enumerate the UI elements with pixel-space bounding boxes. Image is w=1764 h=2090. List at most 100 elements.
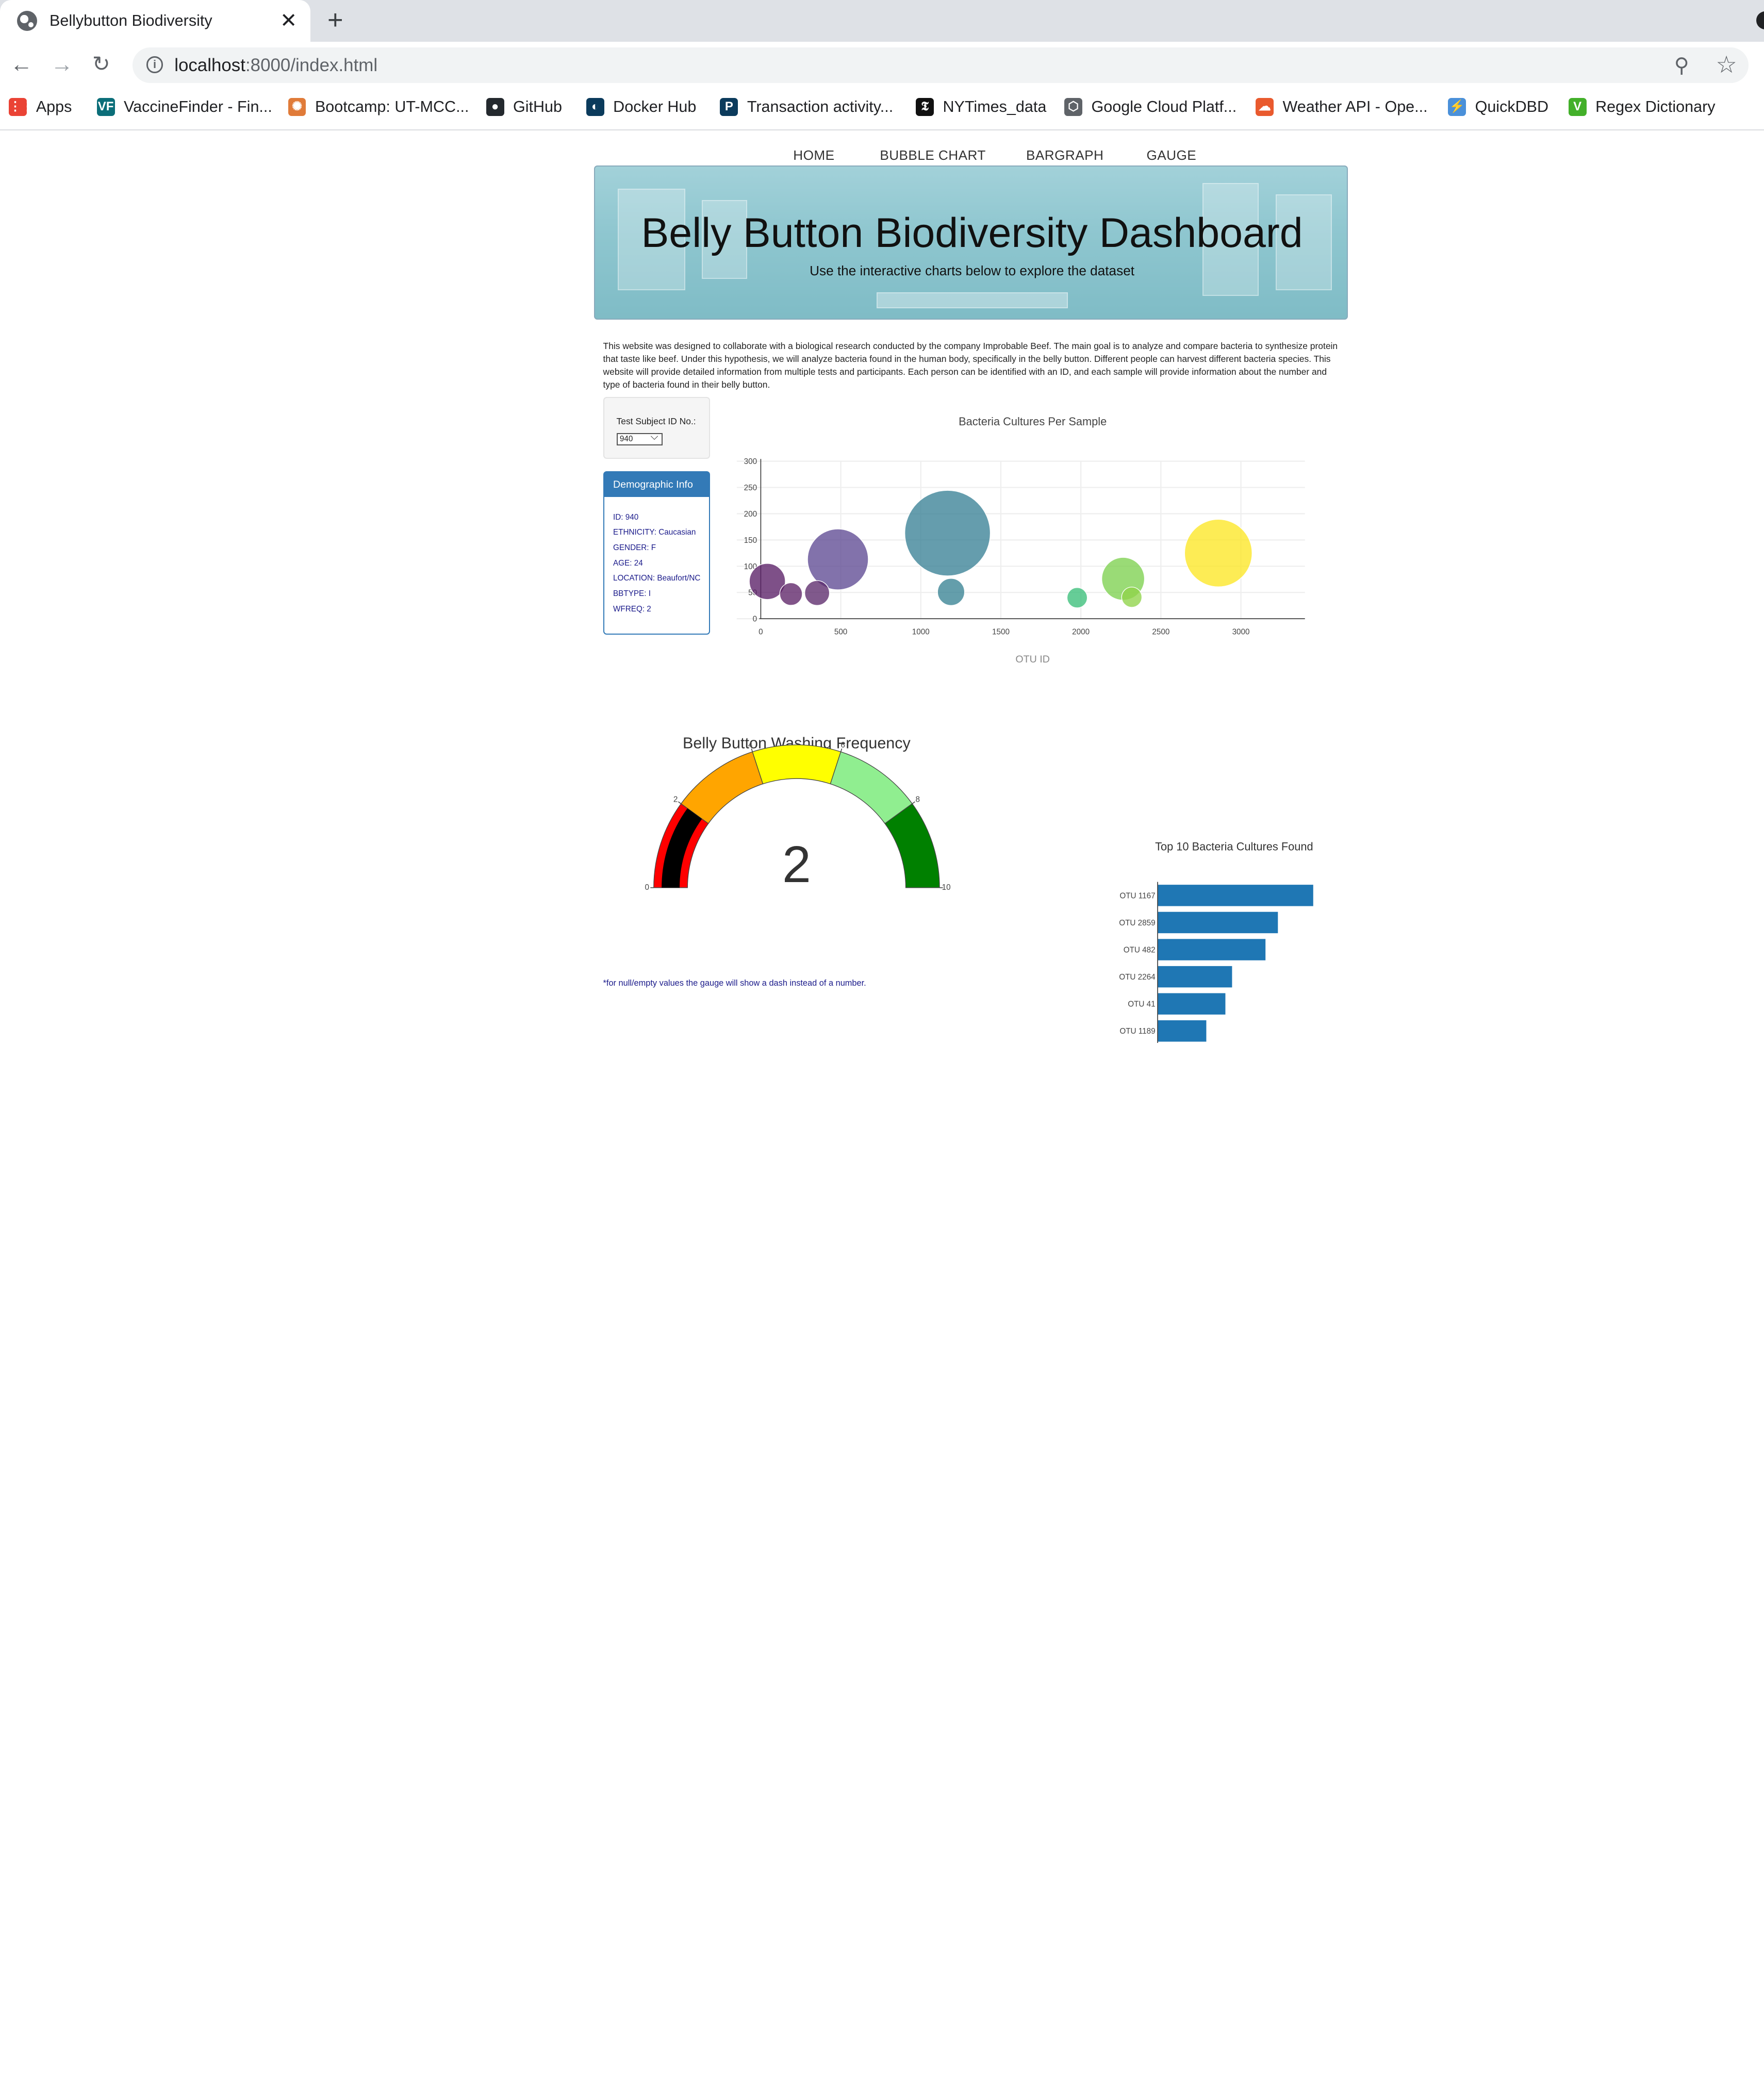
v-icon: V <box>1568 97 1587 116</box>
hero-banner: Belly Button Biodiversity Dashboard Use … <box>594 165 1348 320</box>
url-path: :8000/index.html <box>245 55 378 75</box>
subject-selector-label: Test Subject ID No.: <box>616 416 696 427</box>
nav-gauge-link[interactable]: GAUGE <box>1146 147 1197 163</box>
bubble-x-tick: 1000 <box>912 628 930 637</box>
bubble-x-tick: 0 <box>759 628 764 637</box>
bolt-icon: ⚡ <box>1448 97 1466 116</box>
bar[interactable] <box>1158 911 1278 934</box>
close-tab-icon[interactable]: ✕ <box>280 9 298 32</box>
bar-category-label: OTU 482 <box>1124 946 1156 955</box>
docker-icon: ◐ <box>586 97 604 116</box>
bubble-point[interactable] <box>807 528 869 590</box>
new-tab-button[interactable]: + <box>327 5 343 36</box>
bookmark-2[interactable]: ✺ Bootcamp: UT-MCC... <box>288 98 469 116</box>
bookmark-7[interactable]: ⬡ Google Cloud Platf... <box>1064 98 1237 116</box>
back-arrow-icon[interactable]: ← <box>10 51 33 77</box>
nav-bubble-chart-link[interactable]: BUBBLE CHART <box>880 147 986 163</box>
reload-icon[interactable]: ↻ <box>92 51 110 76</box>
url-text[interactable]: localhost:8000/index.html <box>174 55 377 76</box>
bar[interactable] <box>1158 885 1314 906</box>
bubble-point[interactable] <box>779 582 803 606</box>
top-nav: HOME BUBBLE CHART BARGRAPH GAUGE <box>594 147 1348 165</box>
bar-category-label: OTU 1189 <box>1120 1027 1156 1036</box>
bubble-chart-title: Bacteria Cultures Per Sample <box>959 415 1107 428</box>
bookmark-10[interactable]: V Regex Dictionary <box>1568 97 1716 116</box>
gauge-value: 2 <box>782 836 811 893</box>
apps-grid-icon: ⋮⋮ <box>9 97 34 116</box>
address-bar[interactable]: i localhost:8000/index.html ⚲ ☆ <box>133 47 1749 84</box>
bookmark-label: NYTimes_data <box>943 97 1047 115</box>
gauge-value-bar <box>662 808 702 888</box>
bar[interactable] <box>1158 1020 1207 1042</box>
demographic-line: GENDER: F <box>613 543 656 553</box>
bubble-x-tick: 1500 <box>992 628 1010 637</box>
bubble-point[interactable] <box>1184 519 1253 587</box>
bar[interactable] <box>1158 966 1232 988</box>
window-control-icon[interactable] <box>1756 11 1764 29</box>
subject-selector-panel: Test Subject ID No.: 940 ⌵ <box>603 397 710 459</box>
tab-strip: Bellybutton Biodiversity ✕ + <box>0 0 1764 42</box>
p-icon: P <box>720 97 738 116</box>
gauge-tick-label: 10 <box>942 883 951 892</box>
gauge-tick-label: 4 <box>748 741 753 750</box>
bookmark-8[interactable]: ☁ Weather API - Ope... <box>1256 98 1428 116</box>
bookmark-label: Bootcamp: UT-MCC... <box>315 97 469 115</box>
bubble-point[interactable] <box>749 563 786 600</box>
bubble-x-label: OTU ID <box>1016 654 1050 665</box>
bar[interactable] <box>1158 939 1266 960</box>
bookmark-1[interactable]: VF VaccineFinder - Fin... <box>96 97 272 116</box>
web-page: HOME BUBBLE CHART BARGRAPH GAUGE Belly B… <box>0 131 1764 1046</box>
bookmark-label: VaccineFinder - Fin... <box>124 97 272 115</box>
bubble-point[interactable] <box>1121 587 1143 608</box>
gauge-tick-mark <box>840 748 843 752</box>
bookmark-0[interactable]: ⋮⋮ Apps <box>9 98 72 116</box>
browser-window: Bellybutton Biodiversity ✕ + ← → ↻ i loc… <box>0 0 1764 1046</box>
demographic-panel: Demographic Info ID: 940 ETHNICITY: Cauca… <box>603 471 710 635</box>
subject-id-value: 940 <box>619 434 633 443</box>
bookmark-9[interactable]: ⚡ QuickDBD <box>1448 98 1548 116</box>
nav-bargraph-link[interactable]: BARGRAPH <box>1026 147 1104 163</box>
nav-home-link[interactable]: HOME <box>793 147 835 163</box>
gauge-band <box>752 744 842 785</box>
bubble-y-tick: 100 <box>744 562 757 571</box>
page-subtitle: Use the interactive charts below to expl… <box>810 263 1135 279</box>
forward-arrow-icon[interactable]: → <box>51 51 73 77</box>
bookmark-label: Regex Dictionary <box>1595 97 1716 115</box>
bubble-y-tick: 300 <box>744 457 757 466</box>
bookmark-5[interactable]: P Transaction activity... <box>720 98 893 116</box>
bubble-y-tick: 0 <box>753 615 757 624</box>
zoom-icon[interactable]: ⚲ <box>1674 54 1689 77</box>
bookmark-4[interactable]: ◐ Docker Hub <box>586 97 696 116</box>
globe-icon <box>17 10 37 31</box>
browser-tab[interactable]: Bellybutton Biodiversity ✕ <box>0 0 311 42</box>
tab-title: Bellybutton Biodiversity <box>49 11 212 29</box>
bar-category-label: OTU 2859 <box>1119 919 1155 927</box>
demographic-header: Demographic Info <box>604 472 709 497</box>
bookmark-star-icon[interactable]: ☆ <box>1716 52 1737 78</box>
bubble-x-tick: 2500 <box>1152 628 1170 637</box>
bookmark-label: Google Cloud Platf... <box>1091 97 1237 115</box>
bookmark-6[interactable]: 𝕿 NYTimes_data <box>916 98 1046 116</box>
subject-id-dropdown[interactable]: 940 ⌵ <box>616 432 663 445</box>
demographic-line: AGE: 24 <box>613 558 643 568</box>
bar-category-label: OTU 2264 <box>1119 973 1156 982</box>
bar-chart-title: Top 10 Bacteria Cultures Found <box>1155 840 1313 853</box>
bubble-x-tick: 3000 <box>1232 628 1250 637</box>
bookmark-3[interactable]: ● GitHub <box>486 98 562 116</box>
bubble-point[interactable] <box>937 578 965 606</box>
bubble-point[interactable] <box>804 580 830 606</box>
bubble-point[interactable] <box>1067 587 1088 608</box>
demographic-line: ETHNICITY: Caucasian <box>613 528 696 537</box>
bubble-x-tick: 500 <box>834 628 847 637</box>
bubble-point[interactable] <box>904 490 991 576</box>
bar[interactable] <box>1158 993 1226 1015</box>
site-info-icon[interactable]: i <box>146 56 163 73</box>
github-icon: ● <box>486 97 504 116</box>
vf-icon: VF <box>96 97 115 116</box>
bookmark-label: GitHub <box>513 97 562 115</box>
gauge-tick-mark <box>751 748 753 752</box>
bubble-y-tick: 200 <box>744 510 757 519</box>
demographic-line: BBTYPE: I <box>613 589 651 599</box>
gauge-tick-label: 2 <box>673 795 678 804</box>
